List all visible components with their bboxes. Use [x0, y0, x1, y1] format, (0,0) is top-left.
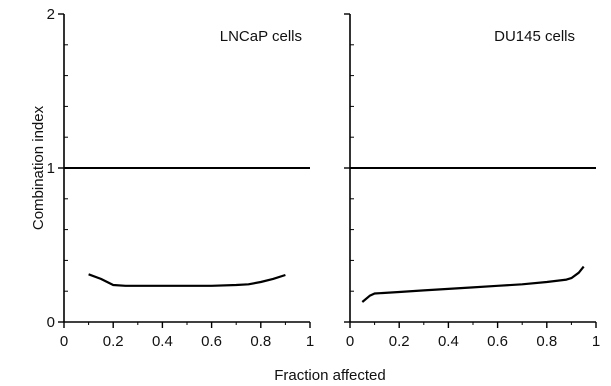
- x-tick-label: 1: [592, 333, 600, 350]
- x-tick-label: 0: [346, 333, 354, 350]
- panel-du145: 0 0.2 0.4 0.6 0.8 1 DU145 cells: [344, 13, 600, 350]
- y-tick-label: 2: [47, 6, 55, 23]
- y-tick-label: 0: [47, 314, 55, 331]
- x-tick-label: 0.6: [487, 333, 508, 350]
- x-axis-title: Fraction affected: [274, 367, 385, 384]
- series-line-du145: [361, 265, 585, 303]
- y-tick-label: 1: [47, 160, 55, 177]
- x-tick-label: 1: [306, 333, 314, 350]
- x-tick-label: 0.2: [389, 333, 410, 350]
- x-tick-label: 0.4: [438, 333, 459, 350]
- x-tick-label: 0.4: [152, 333, 173, 350]
- panel-lncap: 0 1 2 0 0.2 0.4 0.6 0.8 1 LNCaP cells: [47, 6, 315, 350]
- y-axis-title: Combination index: [30, 105, 47, 230]
- x-tick-label: 0.6: [201, 333, 222, 350]
- x-tick-label: 0.2: [103, 333, 124, 350]
- x-tick-label: 0.8: [250, 333, 271, 350]
- panel-title-lncap: LNCaP cells: [220, 28, 302, 45]
- x-tick-label: 0.8: [536, 333, 557, 350]
- series-line-lncap: [88, 273, 286, 287]
- x-tick-label: 0: [60, 333, 68, 350]
- panel-title-du145: DU145 cells: [494, 28, 575, 45]
